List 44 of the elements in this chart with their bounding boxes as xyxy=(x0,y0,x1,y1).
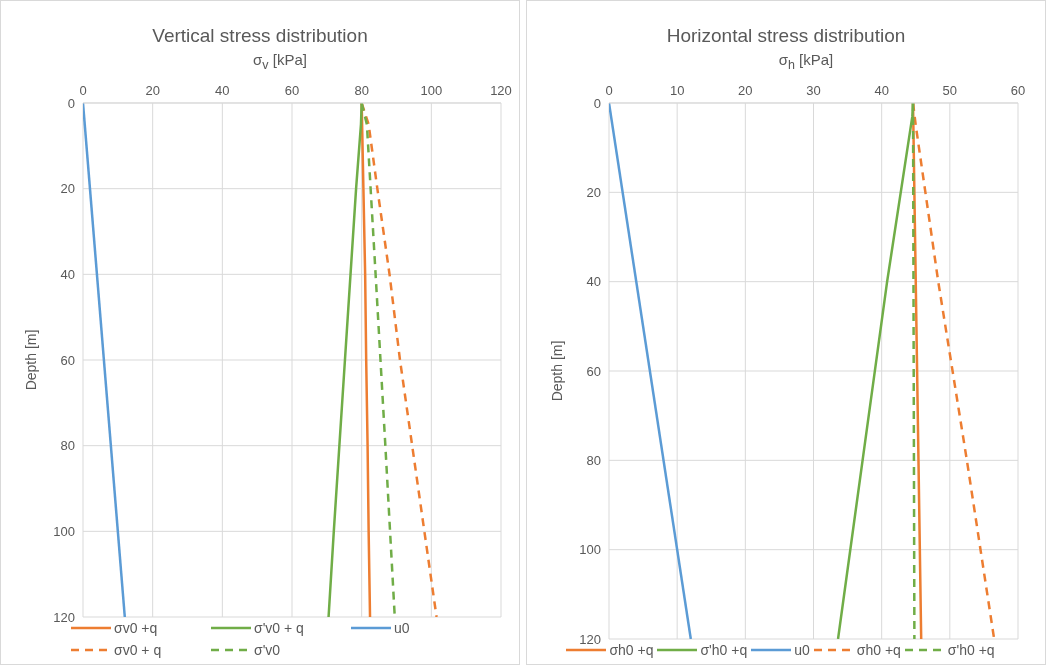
x-tick-label: 0 xyxy=(605,83,613,98)
y-tick-label: 0 xyxy=(593,95,601,111)
y-tick-label: 100 xyxy=(53,523,75,539)
x-tick-label: 20 xyxy=(145,83,160,98)
y-tick-label: 80 xyxy=(586,452,601,468)
legend-label: u0 xyxy=(394,620,410,636)
y-tick-label: 0 xyxy=(67,95,75,111)
x-axis-title: σ$_{h}$ [kPa] xyxy=(777,51,835,73)
x-tick-label: 60 xyxy=(1010,83,1026,98)
x-tick-label: 0 xyxy=(79,83,87,98)
chart-title: Horizontal stress distribution xyxy=(665,25,907,48)
legend-label: σ'h0 +q xyxy=(947,642,995,658)
y-tick-label: 60 xyxy=(60,352,75,368)
x-tick-label: 100 xyxy=(420,83,443,98)
y-tick-label: 60 xyxy=(586,363,601,379)
legend-label: σ'v0 xyxy=(254,642,281,658)
x-tick-label: 120 xyxy=(490,83,512,98)
y-tick-label: 120 xyxy=(579,631,601,647)
y-tick-label: 20 xyxy=(60,181,75,197)
x-tick-label: 30 xyxy=(806,83,821,98)
y-tick-label: 40 xyxy=(60,266,75,282)
legend-label: σv0 + q xyxy=(114,642,162,658)
y-tick-label: 40 xyxy=(586,274,601,290)
legend-label: σ'h0 +q xyxy=(700,642,748,658)
x-tick-label: 20 xyxy=(738,83,753,98)
legend-label: u0 xyxy=(794,642,810,658)
legend-label: σv0 +q xyxy=(114,620,158,636)
y-tick-label: 20 xyxy=(586,184,601,200)
legend-label: σ'v0 + q xyxy=(254,620,304,636)
x-tick-label: 60 xyxy=(284,83,300,98)
legend-label: σh0 +q xyxy=(609,642,654,658)
y-axis-title: Depth [m] xyxy=(548,340,565,402)
y-tick-label: 100 xyxy=(579,542,601,558)
x-tick-label: 50 xyxy=(942,83,958,98)
x-tick-label: 10 xyxy=(669,83,685,98)
x-tick-label: 40 xyxy=(215,83,230,98)
y-tick-label: 80 xyxy=(60,438,75,454)
y-axis-title: Depth [m] xyxy=(22,329,39,391)
y-tick-label: 120 xyxy=(53,609,75,625)
x-axis-title: σ$_{v}$ [kPa] xyxy=(252,51,308,73)
x-tick-label: 40 xyxy=(874,83,889,98)
legend-label: σh0 +q xyxy=(856,642,901,658)
x-tick-label: 80 xyxy=(354,83,369,98)
chart-title: Vertical stress distribution xyxy=(151,25,369,48)
